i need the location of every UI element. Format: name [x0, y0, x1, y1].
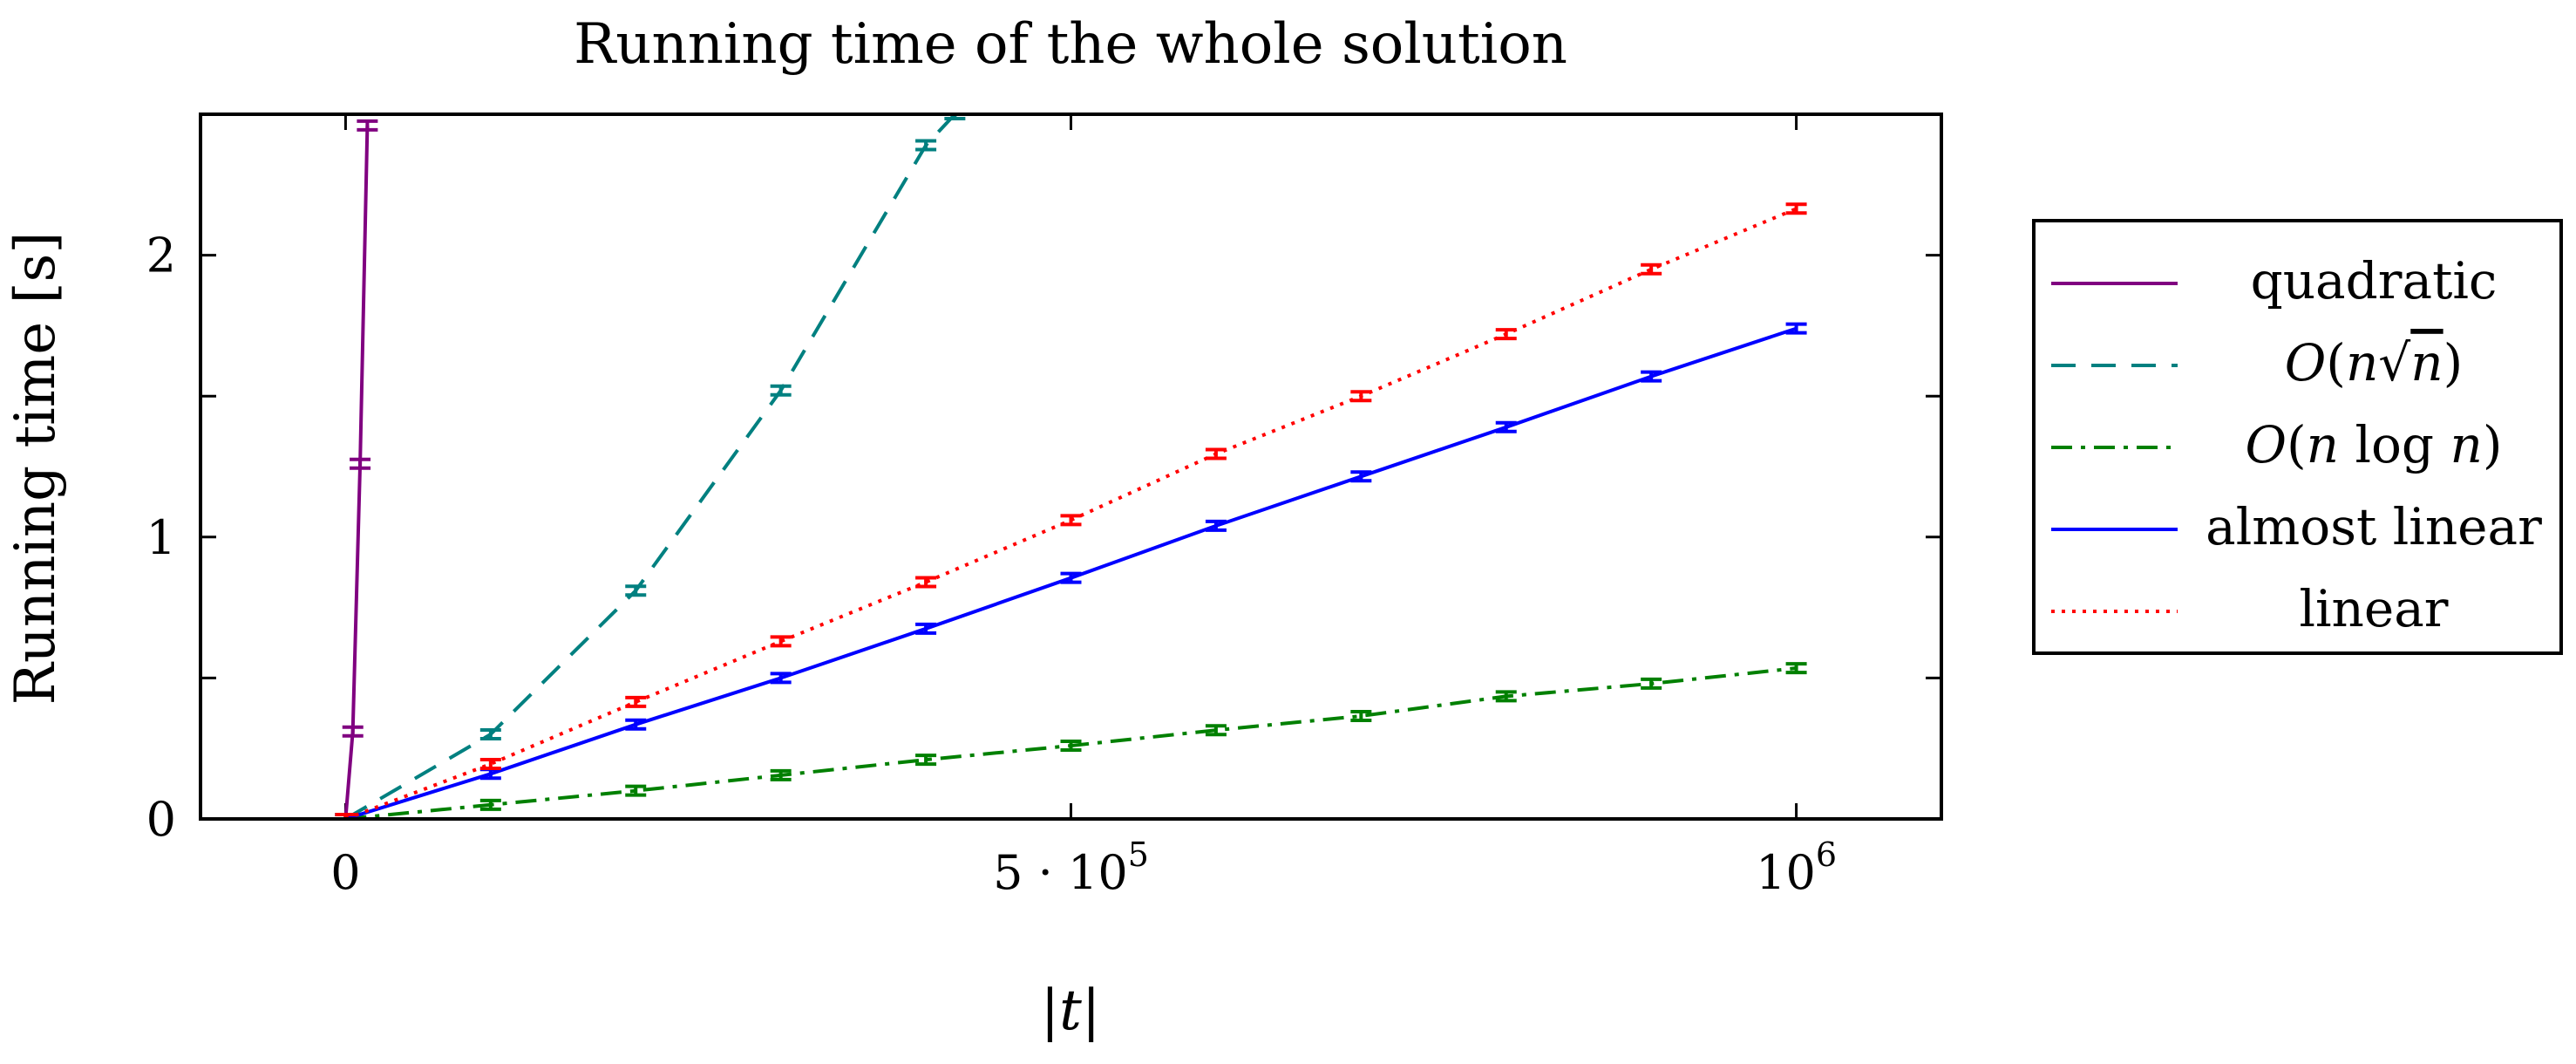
- legend-label-part: O: [2245, 415, 2287, 474]
- data-point: [625, 718, 647, 731]
- legend-label-part: almost linear: [2206, 497, 2542, 556]
- x-tick-label: 106: [1756, 836, 1837, 900]
- x-tick-label: 5 · 105: [993, 836, 1149, 900]
- data-point: [1060, 739, 1082, 752]
- x-tick-label: 0: [330, 845, 360, 900]
- data-point: [625, 784, 647, 797]
- data-point: [770, 768, 792, 781]
- x-axis-label: |t|: [1041, 979, 1101, 1043]
- series-line: [343, 125, 370, 819]
- data-point: [479, 767, 501, 781]
- x-tick-label-base: 10: [1756, 845, 1816, 900]
- y-tick-label: 1: [146, 510, 176, 565]
- legend-item: almost linear: [2051, 497, 2542, 556]
- legend-label: O(n log n): [2245, 415, 2502, 474]
- data-point: [1060, 514, 1082, 527]
- data-point: [479, 728, 501, 741]
- legend-label-part: √: [2378, 333, 2410, 392]
- data-point: [1495, 328, 1517, 341]
- data-point: [1641, 677, 1662, 690]
- y-axis-label: Running time [s]: [3, 232, 68, 706]
- legend-label-part: log: [2339, 415, 2450, 474]
- x-tick-label-exponent: 5: [1128, 836, 1149, 874]
- data-point: [915, 139, 937, 152]
- series-2: [335, 662, 1807, 819]
- data-point: [915, 622, 937, 635]
- legend-label: O(n√n): [2285, 333, 2464, 392]
- x-axis-ticks: 0 5 · 105 106: [330, 114, 1837, 900]
- data-point: [915, 576, 937, 589]
- x-tick-label-base: 5 · 10: [993, 845, 1128, 900]
- legend-label-part: (: [2326, 333, 2346, 392]
- data-point: [625, 584, 647, 597]
- data-point: [1205, 447, 1227, 460]
- data-point: [1205, 519, 1227, 532]
- legend-item: linear: [2051, 579, 2449, 638]
- data-point: [1350, 390, 1372, 403]
- data-point: [915, 754, 937, 767]
- legend-label-part: n: [2307, 415, 2339, 474]
- legend-label-part: n: [2346, 333, 2378, 392]
- data-point: [770, 384, 792, 397]
- data-point: [350, 457, 371, 470]
- data-point: [1785, 202, 1807, 215]
- data-point: [1350, 470, 1372, 483]
- legend-label-part: linear: [2299, 579, 2448, 638]
- legend-label-part: O: [2285, 333, 2327, 392]
- legend-label-part: ): [2483, 415, 2503, 474]
- data-point: [342, 725, 364, 738]
- data-point: [1641, 263, 1662, 276]
- data-point: [357, 119, 378, 132]
- x-tick-label-exponent: 6: [1816, 836, 1837, 874]
- legend-item: O(n√n): [2051, 333, 2463, 392]
- legend-box: [2032, 219, 2563, 655]
- data-point: [1495, 690, 1517, 703]
- y-tick-label: 0: [146, 792, 176, 847]
- data-point: [1785, 322, 1807, 335]
- legend-label-part: n: [2450, 415, 2483, 474]
- data-point: [479, 757, 501, 770]
- data-point: [1350, 710, 1372, 723]
- plot-series: [335, 114, 1807, 819]
- data-point: [625, 695, 647, 708]
- data-point: [479, 798, 501, 811]
- legend-label: linear: [2299, 579, 2448, 638]
- series-0: [335, 119, 378, 819]
- data-point: [1641, 370, 1662, 383]
- legend-item: O(n log n): [2051, 415, 2503, 474]
- data-point: [1495, 420, 1517, 433]
- legend-label-part: ): [2443, 333, 2464, 392]
- series-4: [335, 202, 1807, 819]
- y-axis-ticks: 0 1 2: [146, 228, 1941, 847]
- data-point: [1205, 724, 1227, 737]
- legend-label-part: n: [2410, 333, 2443, 392]
- data-point: [944, 114, 966, 120]
- series-1: [335, 114, 966, 819]
- data-point: [335, 813, 357, 819]
- y-tick-label: 2: [146, 228, 176, 283]
- legend-label: almost linear: [2206, 497, 2542, 556]
- plot-frame: [199, 113, 1943, 821]
- data-point: [770, 672, 792, 685]
- legend-label-part: quadratic: [2251, 251, 2498, 310]
- series-line: [344, 207, 1798, 819]
- series-line: [344, 114, 956, 819]
- chart-title: Running time of the whole solution: [574, 12, 1567, 77]
- data-point: [770, 635, 792, 648]
- legend-item: quadratic: [2051, 251, 2497, 310]
- legend-label-part: (: [2287, 415, 2307, 474]
- data-point: [1785, 662, 1807, 675]
- data-point: [1060, 571, 1082, 584]
- legend-label: quadratic: [2251, 251, 2498, 310]
